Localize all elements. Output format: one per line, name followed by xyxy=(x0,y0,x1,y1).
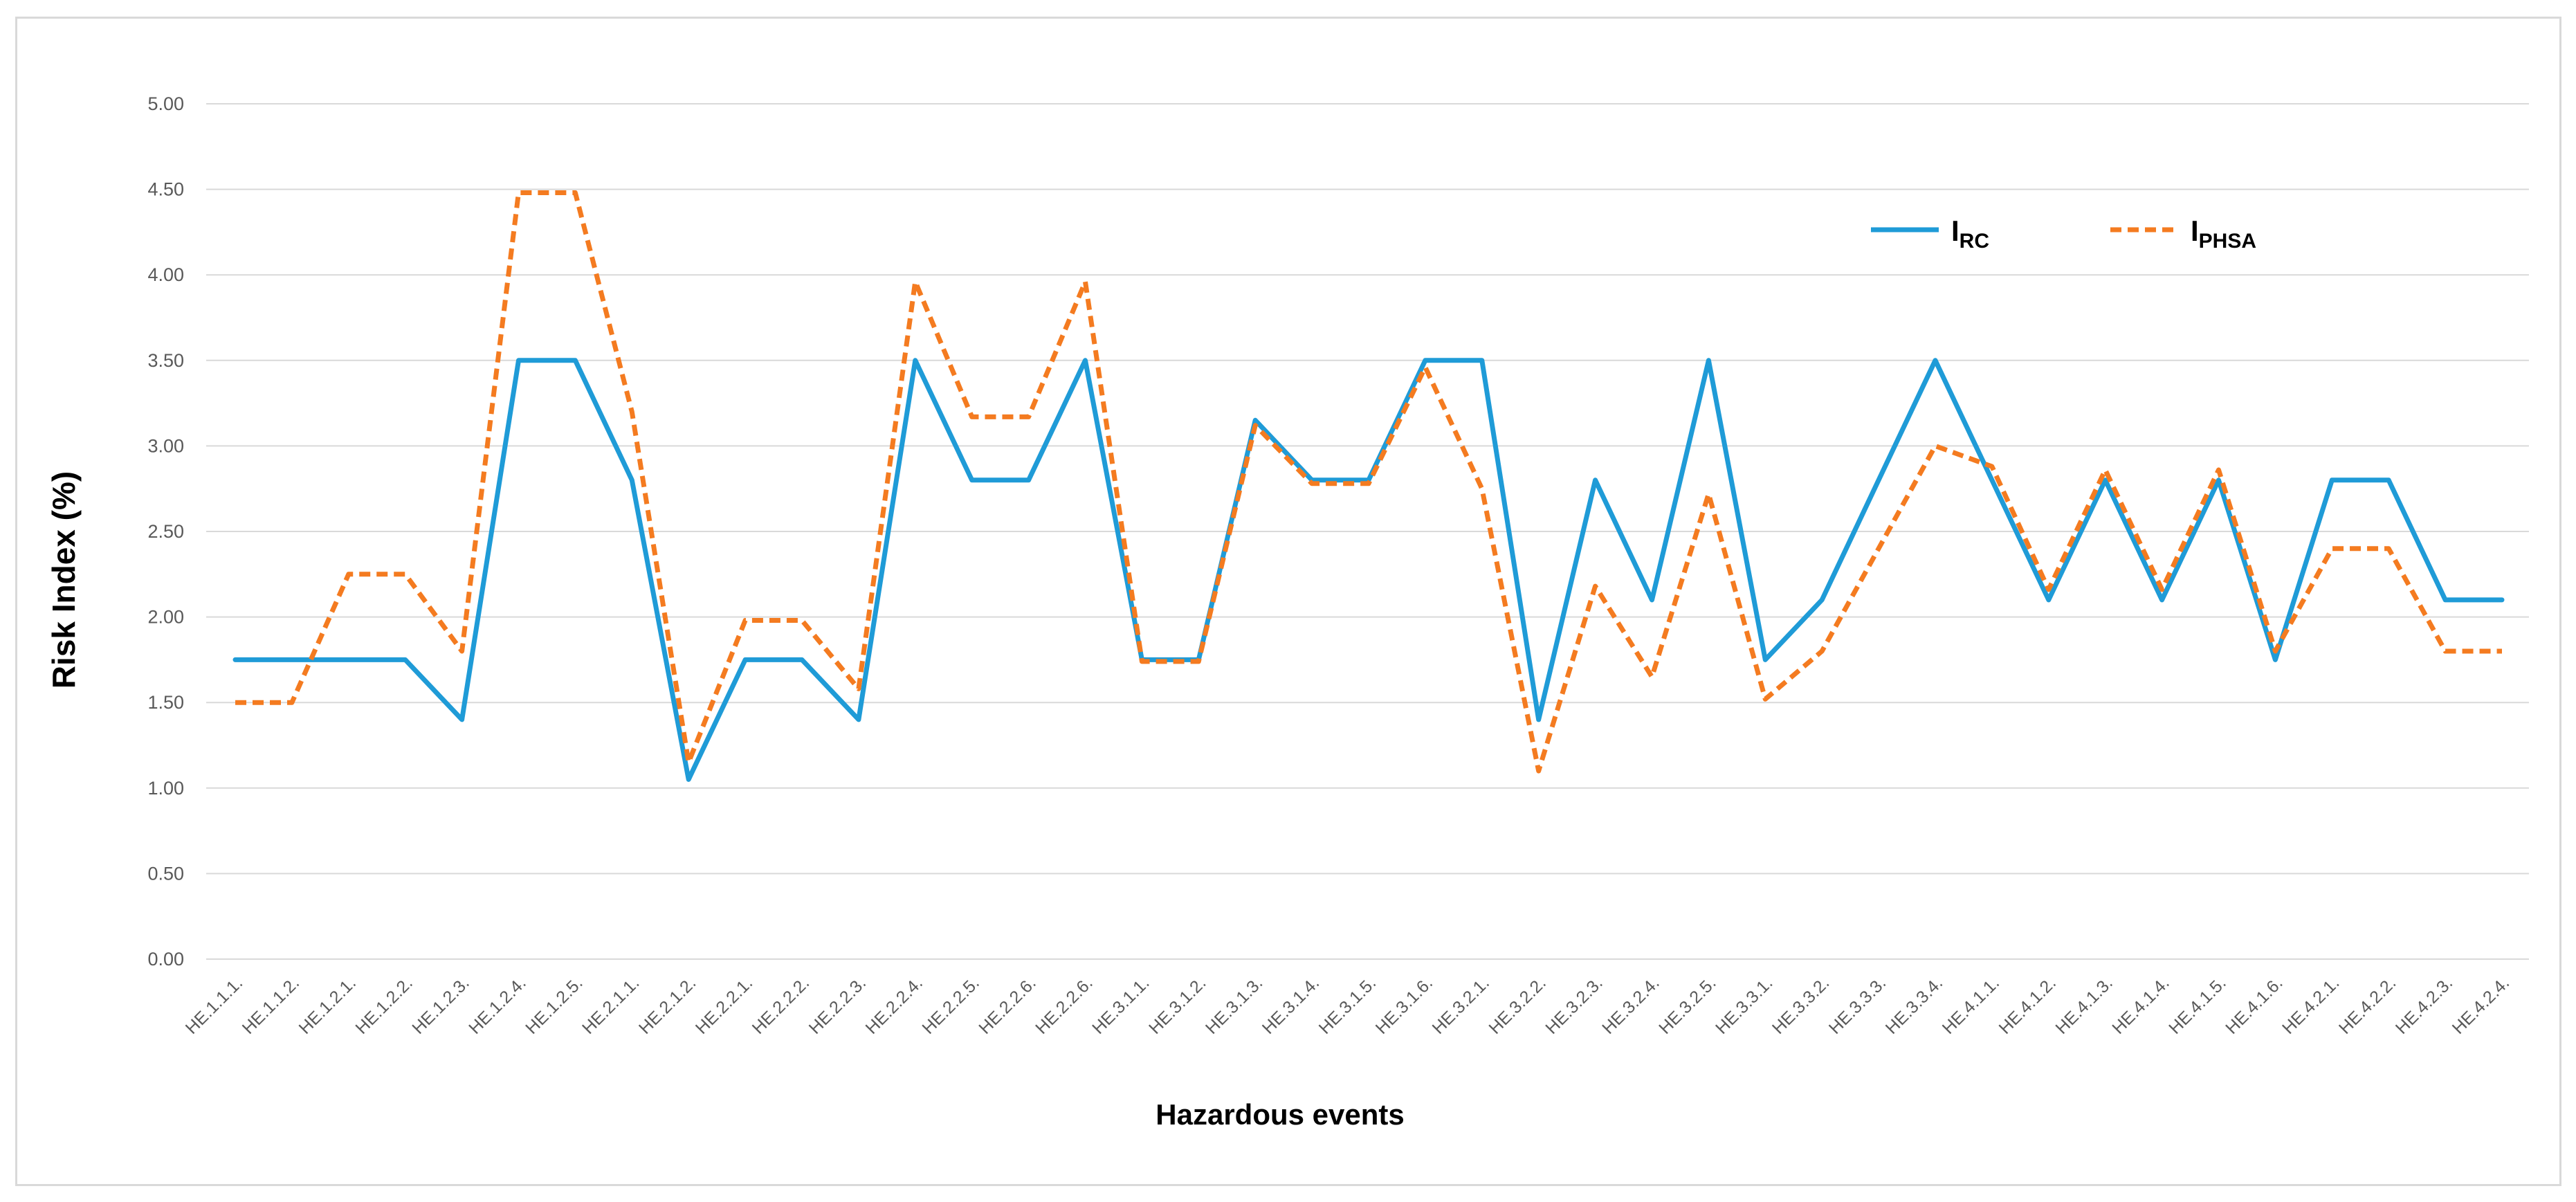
x-tick-label: HE.4.1.5. xyxy=(2165,973,2230,1038)
x-tick-label: HE.1.2.2. xyxy=(351,973,417,1038)
legend: IRC IPHSA xyxy=(1871,215,2256,253)
x-tick-label: HE.3.2.2. xyxy=(1485,973,1550,1038)
x-tick-label: HE.3.1.4. xyxy=(1259,973,1324,1038)
x-tick-label: HE.2.1.2. xyxy=(635,973,700,1038)
x-tick-label: HE.2.2.4. xyxy=(862,973,927,1038)
y-tick-label: 1.50 xyxy=(147,692,184,713)
legend-label: IPHSA xyxy=(2191,215,2256,253)
x-tick-label: HE.3.1.6. xyxy=(1372,973,1437,1038)
legend-label-subscript: RC xyxy=(1960,230,1989,253)
x-tick-label: HE.4.1.4. xyxy=(2108,973,2173,1038)
x-tick-label: HE.2.2.6. xyxy=(1032,973,1097,1038)
x-tick-label: HE.3.1.1. xyxy=(1088,973,1153,1038)
x-tick-label: HE.4.1.3. xyxy=(2052,973,2117,1038)
x-tick-label: HE.2.2.5. xyxy=(918,973,983,1038)
x-tick-label: HE.3.2.3. xyxy=(1542,973,1607,1038)
x-tick-label: HE.3.2.4. xyxy=(1598,973,1663,1038)
x-tick-label: HE.4.2.2. xyxy=(2335,973,2400,1038)
x-tick-label: HE.3.2.5. xyxy=(1655,973,1720,1038)
x-tick-label: HE.2.1.1. xyxy=(578,973,643,1038)
x-tick-label: HE.3.3.1. xyxy=(1712,973,1777,1038)
x-tick-label: HE.3.1.3. xyxy=(1202,973,1267,1038)
x-axis-ticks: HE.1.1.1.HE.1.1.2.HE.1.2.1.HE.1.2.2.HE.1… xyxy=(182,973,2514,1038)
series-line-rc xyxy=(232,358,2505,782)
gridlines xyxy=(206,103,2529,960)
x-tick-label: HE.1.2.4. xyxy=(465,973,530,1038)
chart-frame xyxy=(15,17,2561,1186)
legend-label-subscript: PHSA xyxy=(2199,230,2256,253)
legend-label-main: I xyxy=(1951,215,1960,247)
x-tick-label: HE.3.1.5. xyxy=(1315,973,1380,1038)
x-tick-label: HE.4.1.1. xyxy=(1939,973,2004,1038)
x-tick-label: HE.1.1.2. xyxy=(239,973,304,1038)
x-tick-label: HE.3.1.2. xyxy=(1145,973,1210,1038)
x-tick-label: HE.2.2.6. xyxy=(975,973,1040,1038)
y-tick-label: 4.50 xyxy=(147,179,184,200)
legend-label-main: I xyxy=(2191,215,2199,247)
x-axis-title: Hazardous events xyxy=(1155,1098,1404,1131)
x-tick-label: HE.1.2.1. xyxy=(295,973,360,1038)
x-tick-label: HE.2.2.2. xyxy=(749,973,814,1038)
series-line-phsa xyxy=(235,190,2502,774)
y-tick-label: 3.00 xyxy=(147,435,184,456)
x-tick-label: HE.4.2.1. xyxy=(2278,973,2344,1038)
y-tick-label: 1.00 xyxy=(147,778,184,799)
x-tick-label: HE.4.1.2. xyxy=(1995,973,2061,1038)
legend-entry-rc: IRC xyxy=(1871,215,1989,253)
y-tick-label: 0.50 xyxy=(147,863,184,884)
y-tick-label: 2.00 xyxy=(147,607,184,628)
x-tick-label: HE.3.3.4. xyxy=(1882,973,1947,1038)
x-tick-label: HE.4.2.3. xyxy=(2392,973,2457,1038)
x-tick-label: HE.3.3.3. xyxy=(1825,973,1890,1038)
x-tick-label: HE.4.1.6. xyxy=(2222,973,2287,1038)
x-tick-label: HE.3.2.1. xyxy=(1429,973,1494,1038)
x-tick-label: HE.1.1.1. xyxy=(182,973,247,1038)
y-tick-label: 5.00 xyxy=(147,93,184,114)
y-axis-ticks: 0.00 0.50 1.00 1.50 2.00 2.50 3.00 3.50 4.00 4.50… xyxy=(147,93,184,969)
legend-entry-phsa: IPHSA xyxy=(2110,215,2256,253)
y-tick-label: 2.50 xyxy=(147,521,184,542)
x-tick-label: HE.3.3.2. xyxy=(1769,973,1834,1038)
y-tick-label: 3.50 xyxy=(147,350,184,371)
y-tick-label: 0.00 xyxy=(147,949,184,969)
x-tick-label: HE.2.2.3. xyxy=(805,973,870,1038)
x-tick-label: HE.1.2.3. xyxy=(408,973,473,1038)
x-tick-label: HE.4.2.4. xyxy=(2449,973,2514,1038)
x-tick-label: HE.1.2.5. xyxy=(522,973,587,1038)
series-lines xyxy=(232,190,2505,782)
y-tick-label: 4.00 xyxy=(147,264,184,285)
x-tick-label: HE.2.2.1. xyxy=(692,973,757,1038)
y-axis-title: Risk Index (%) xyxy=(46,471,82,689)
legend-label: IRC xyxy=(1951,215,1989,253)
